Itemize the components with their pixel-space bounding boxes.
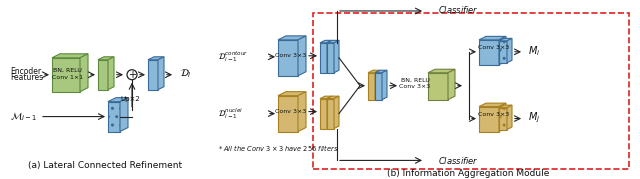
Text: BN, RELU: BN, RELU (401, 78, 429, 83)
Polygon shape (375, 70, 387, 73)
Text: +: + (128, 70, 136, 80)
Text: Conv 3×3: Conv 3×3 (478, 112, 509, 117)
Text: $\it{Classifier}$: $\it{Classifier}$ (438, 155, 479, 166)
Polygon shape (428, 73, 448, 100)
Polygon shape (479, 40, 499, 65)
Polygon shape (327, 96, 332, 129)
Text: Conv 3×3: Conv 3×3 (275, 109, 307, 114)
Text: Conv 1×1: Conv 1×1 (51, 75, 83, 80)
Text: $\it{Classifier}$: $\it{Classifier}$ (438, 4, 479, 15)
Polygon shape (108, 98, 128, 102)
Polygon shape (320, 99, 327, 129)
Polygon shape (375, 70, 380, 100)
Polygon shape (368, 70, 380, 73)
Polygon shape (327, 40, 339, 43)
Text: Up×2: Up×2 (120, 96, 140, 102)
Polygon shape (479, 107, 499, 132)
Polygon shape (278, 36, 306, 40)
Polygon shape (382, 70, 387, 100)
Polygon shape (298, 36, 306, 76)
Polygon shape (52, 58, 80, 92)
Text: Conv 3×3: Conv 3×3 (478, 45, 509, 50)
Polygon shape (108, 57, 114, 90)
Polygon shape (334, 40, 339, 73)
Polygon shape (507, 105, 512, 130)
Polygon shape (499, 108, 507, 130)
Text: BN, RELU: BN, RELU (52, 68, 81, 73)
Text: $M_i$: $M_i$ (528, 44, 540, 58)
Text: $M_j$: $M_j$ (528, 110, 540, 125)
Polygon shape (278, 40, 298, 76)
Polygon shape (278, 96, 298, 132)
Polygon shape (327, 96, 339, 99)
Text: (b) Information Aggregation Module: (b) Information Aggregation Module (387, 169, 549, 178)
Polygon shape (278, 92, 306, 96)
Polygon shape (499, 36, 506, 65)
Polygon shape (428, 69, 455, 73)
Polygon shape (52, 54, 88, 58)
Polygon shape (320, 96, 332, 99)
Polygon shape (327, 40, 332, 73)
Polygon shape (499, 38, 512, 41)
Polygon shape (327, 99, 334, 129)
Polygon shape (507, 38, 512, 63)
Polygon shape (98, 60, 108, 90)
Polygon shape (327, 43, 334, 73)
Text: Conv 3×3: Conv 3×3 (399, 84, 431, 89)
Polygon shape (334, 96, 339, 129)
Polygon shape (298, 92, 306, 132)
Polygon shape (368, 73, 375, 100)
Polygon shape (320, 40, 332, 43)
Text: Features: Features (10, 73, 43, 82)
Polygon shape (120, 98, 128, 132)
Text: $\mathcal{D}_{i-1}^{contour}$: $\mathcal{D}_{i-1}^{contour}$ (218, 49, 248, 64)
Text: * $\it{All\ the\ Conv\ 3\times3\ have\ 256\ filters}$: * $\it{All\ the\ Conv\ 3\times3\ have\ 2… (218, 143, 339, 153)
Polygon shape (479, 103, 506, 107)
Polygon shape (320, 43, 327, 73)
Text: Encoder: Encoder (10, 67, 41, 76)
Polygon shape (499, 103, 506, 132)
Polygon shape (98, 57, 114, 60)
Text: $\mathcal{D}_{i-1}^{nuclei}$: $\mathcal{D}_{i-1}^{nuclei}$ (218, 106, 243, 121)
Polygon shape (80, 54, 88, 92)
Text: $\mathcal{M}_{i-1}$: $\mathcal{M}_{i-1}$ (10, 110, 37, 123)
Polygon shape (108, 102, 120, 132)
Polygon shape (479, 36, 506, 40)
Text: Conv 3×3: Conv 3×3 (275, 53, 307, 58)
Text: $\mathcal{D}_l$: $\mathcal{D}_l$ (180, 67, 192, 80)
Polygon shape (499, 105, 512, 108)
Polygon shape (148, 57, 164, 60)
Polygon shape (499, 41, 507, 63)
Polygon shape (375, 73, 382, 100)
Polygon shape (448, 69, 455, 100)
Polygon shape (158, 57, 164, 90)
Text: (a) Lateral Connected Refinement: (a) Lateral Connected Refinement (28, 161, 182, 170)
Polygon shape (148, 60, 158, 90)
